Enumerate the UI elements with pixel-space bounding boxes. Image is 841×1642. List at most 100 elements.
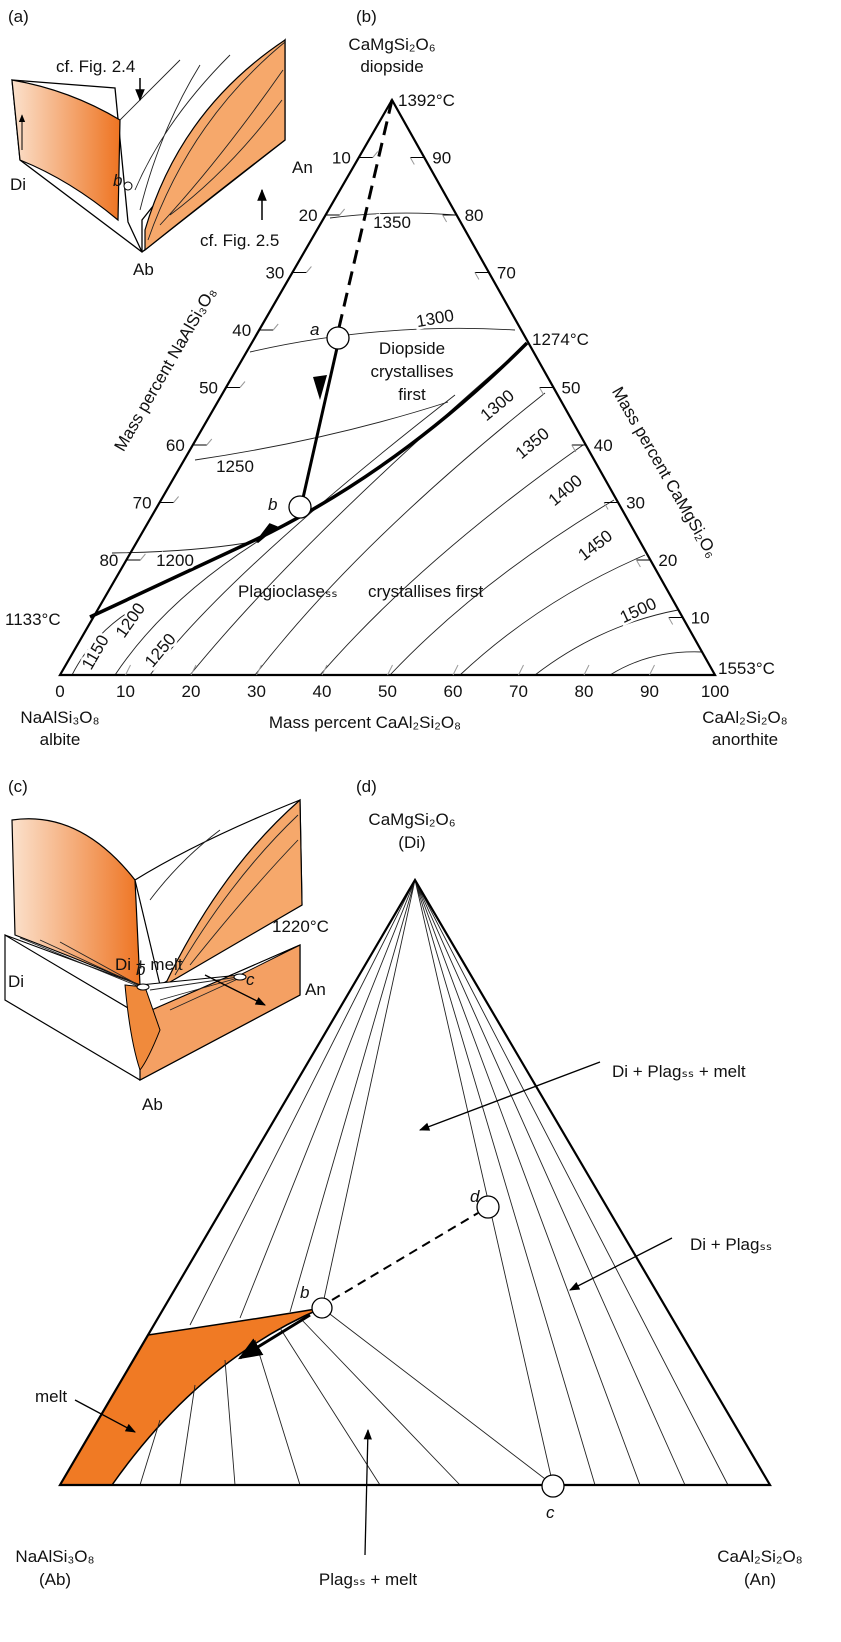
arrow [204,974,266,1006]
isotherm-label: 1300 [477,386,518,425]
tick [190,664,197,676]
tick [125,664,131,676]
corner-label: Di [10,175,26,194]
field-label: Di + Plagₛₛ + melt [612,1062,746,1081]
tick [256,664,262,676]
field-label: Di + melt [115,955,183,974]
panel-b: (b) CaMgSi₂O₆ diopside a b 1392°C 1274°C… [5,7,788,749]
point-label: d [470,1187,480,1206]
point [326,326,350,350]
panel-label: (b) [356,7,377,26]
apex-formula: CaMgSi₂O₆ [368,810,455,829]
isotherm [114,539,261,676]
point [233,973,247,981]
tick [583,664,590,676]
tick [452,664,459,676]
isotherm-label: 1250 [141,630,180,671]
field-label: first [398,385,426,404]
corner-label: Di [8,972,24,991]
contour [119,54,231,211]
cotectic [89,341,529,619]
tick [442,214,448,223]
tick-label: 70 [509,682,528,701]
tick-label: 20 [299,206,318,225]
tick-label: 80 [465,206,484,225]
corner-formula: CaAl₂Si₂O₈ [702,708,787,727]
axis-title: Mass percent NaAlSi₃O₈ [111,284,220,455]
axis-title: Mass percent CaMgSi₂O₆ [608,384,721,561]
isotherm [534,609,679,676]
point-label: a [310,320,319,339]
tick [474,272,480,280]
panel-c: (c) 1220°C Di An Ab b c [4,777,329,1114]
tie-line [139,1307,554,1486]
tick-label: 30 [247,682,266,701]
isotherm-label: 1300 [415,306,456,331]
callout: cf. Fig. 2.5 [200,231,279,250]
crystallisation-path [301,347,339,499]
isotherm [189,349,521,676]
crystallisation-path [336,99,394,333]
isotherm [319,444,584,676]
melt-region [124,984,161,1072]
tick-label: 20 [182,682,201,701]
temperature: 1392°C [398,91,455,110]
hatch [147,41,286,241]
tick-label: 10 [116,682,135,701]
point-label: c [246,970,255,989]
tick [539,387,544,395]
apex-name: (Di) [398,833,425,852]
liquidus-surface [144,38,286,252]
bulk-line [331,1212,479,1301]
point [541,1474,565,1498]
isotherm-label: 1250 [216,457,254,476]
contour [149,814,299,976]
point [136,983,150,991]
isotherm-label: 1400 [545,471,586,510]
arrow [74,1399,136,1433]
tick [649,664,655,676]
tick [173,496,179,503]
isotherm [249,327,516,353]
tick-label: 40 [594,436,613,455]
tick [603,502,609,510]
tick-label: 70 [133,494,152,513]
liquidus-surface [11,79,121,222]
tick [409,157,415,165]
tick-label: 80 [575,682,594,701]
tick [306,266,312,273]
tick-label: 0 [55,682,64,701]
tick-label: 90 [432,149,451,168]
arrow [419,1061,601,1131]
tick [272,323,279,331]
tick [571,444,577,453]
isotherm-label: 1200 [156,551,194,570]
tick-label: 100 [701,682,729,701]
corner-name: (Ab) [39,1570,71,1589]
temperature: 1274°C [532,330,589,349]
panel-a: (a) cf. Fig. 2.4 cf. Fig. 2.5 Di An Ab b [8,7,313,279]
isotherm [389,499,615,676]
isotherm-label: 1450 [575,526,617,564]
apex-name: diopside [360,57,423,76]
tick-label: 90 [640,682,659,701]
axis-title: Mass percent CaAl₂Si₂O₈ [269,713,461,732]
arrow [363,1428,372,1556]
tick [372,151,379,158]
tick [140,553,146,561]
point-label: c [546,1503,555,1522]
tick-label: 30 [626,494,645,513]
isotherm [254,392,546,676]
isotherm [111,542,247,554]
point-label: b [268,495,277,514]
isotherm [71,604,141,676]
point [311,1297,333,1319]
isotherm [149,394,456,676]
field-label: crystallises [370,362,453,381]
corner-label: An [292,158,313,177]
tie-line [189,879,729,1486]
tick [668,617,674,625]
tick [635,559,641,568]
tick [339,208,345,216]
corner-label: Ab [133,260,154,279]
